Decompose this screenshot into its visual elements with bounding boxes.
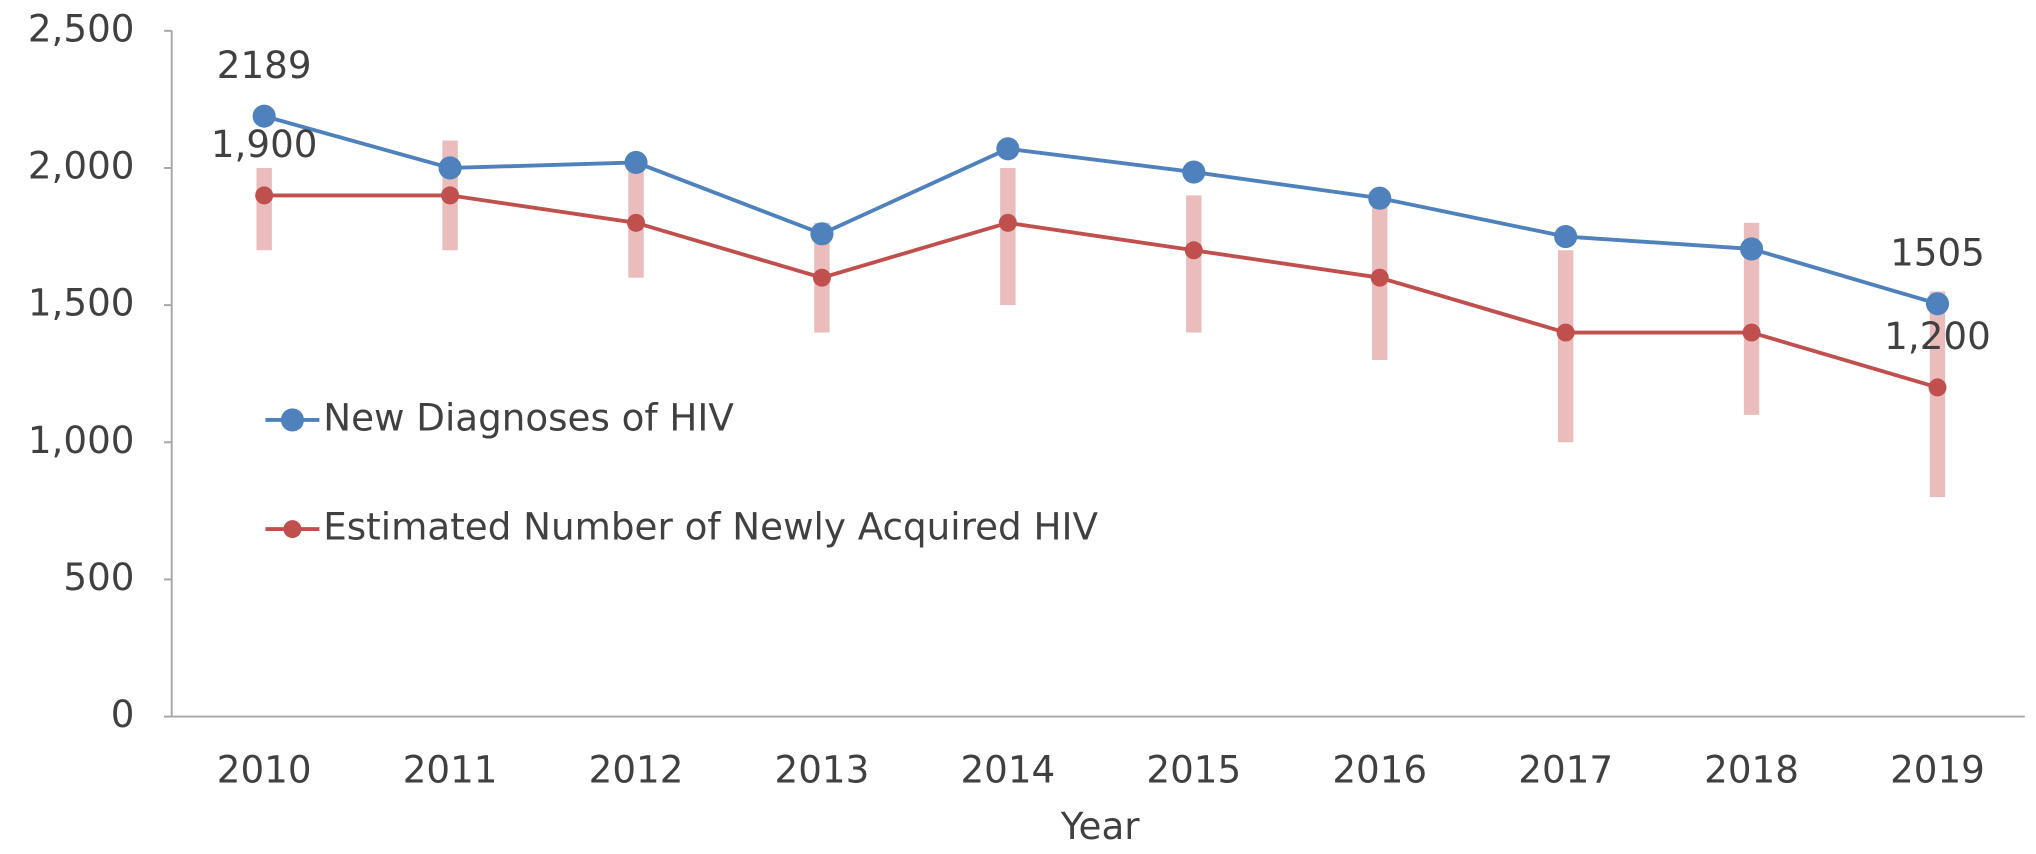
data-point — [1184, 241, 1203, 260]
data-point — [1742, 323, 1761, 342]
y-tick-label: 1,500 — [28, 281, 135, 325]
y-tick-label: 2,500 — [28, 6, 135, 50]
error-bar — [1743, 222, 1760, 415]
legend-label: Estimated Number of Newly Acquired HIV — [323, 505, 1098, 549]
x-tick-label: 2018 — [1704, 747, 1799, 791]
x-tick-label: 2010 — [217, 747, 312, 791]
data-point — [996, 137, 1020, 161]
data-point — [1556, 323, 1575, 342]
data-point — [624, 150, 648, 175]
series-line — [264, 193, 1939, 390]
error-bar — [1186, 195, 1202, 333]
data-point — [998, 213, 1017, 232]
x-tick-label: 2019 — [1890, 747, 1985, 791]
data-label: 2189 — [217, 43, 312, 87]
x-axis-label: Year — [1060, 804, 1141, 848]
y-tick-label: 2,000 — [28, 143, 135, 187]
x-tick-label: 2014 — [960, 747, 1055, 791]
error-bar — [1000, 167, 1016, 306]
data-point — [255, 186, 274, 205]
data-point — [1370, 268, 1389, 287]
data-point — [1928, 378, 1947, 397]
data-point — [627, 213, 646, 232]
y-tick-label: 1,000 — [28, 418, 135, 462]
x-tick-label: 2017 — [1518, 747, 1613, 791]
data-label: 1,200 — [1884, 314, 1991, 358]
data-point — [438, 156, 462, 180]
data-point — [812, 268, 831, 287]
data-point — [810, 222, 834, 246]
legend-label: New Diagnoses of HIV — [323, 395, 734, 439]
data-point — [1182, 160, 1206, 184]
data-label: 1,900 — [211, 122, 318, 166]
legend-marker — [280, 408, 304, 432]
data-point — [252, 104, 276, 128]
data-point — [1740, 237, 1764, 261]
data-label: 1505 — [1890, 230, 1985, 274]
series-line — [263, 114, 1939, 306]
y-tick-label: 500 — [63, 555, 134, 599]
data-point — [441, 186, 460, 205]
data-point — [1554, 224, 1578, 249]
y-tick-label: 0 — [111, 692, 135, 736]
x-tick-label: 2016 — [1332, 747, 1427, 791]
x-tick-label: 2012 — [589, 747, 684, 791]
x-tick-label: 2011 — [403, 747, 498, 791]
error-bar — [256, 167, 272, 251]
legend-marker — [283, 520, 302, 539]
data-point — [1368, 186, 1392, 210]
x-tick-label: 2015 — [1146, 747, 1241, 791]
x-tick-label: 2013 — [775, 747, 870, 791]
error-bar — [1557, 250, 1574, 443]
data-point — [1925, 292, 1950, 316]
